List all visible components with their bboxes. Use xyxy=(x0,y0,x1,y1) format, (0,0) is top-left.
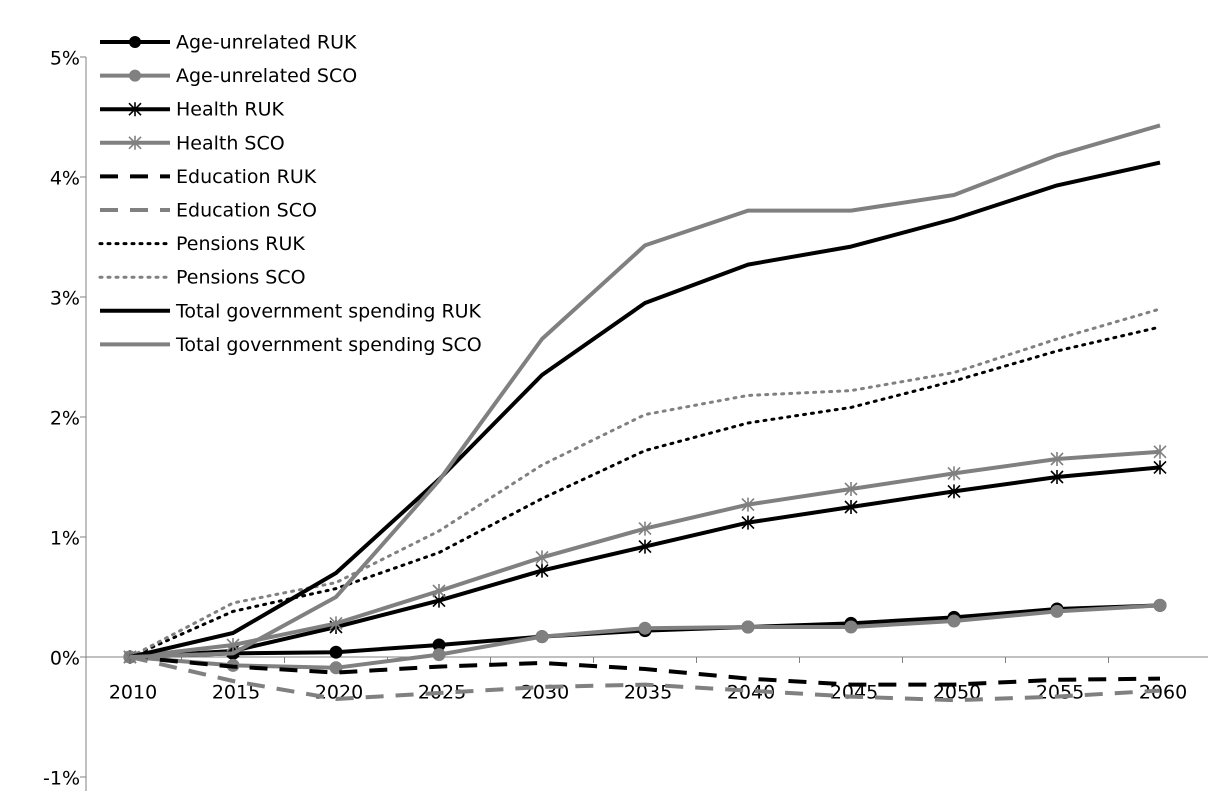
legend-marker xyxy=(128,102,142,117)
point xyxy=(329,616,343,631)
legend-label: Pensions RUK xyxy=(176,233,305,255)
legend-item: Health RUK xyxy=(100,99,285,121)
series xyxy=(129,123,1161,659)
point xyxy=(638,539,652,554)
series xyxy=(123,460,1167,664)
x-tick-label: 2040 xyxy=(727,682,775,704)
legend-item: Age-unrelated SCO xyxy=(100,65,357,87)
point xyxy=(947,484,961,499)
legend-label: Health RUK xyxy=(176,99,285,121)
y-tick-label: 5% xyxy=(50,48,80,70)
y-tick-label: 1% xyxy=(50,528,80,550)
legend-label: Health SCO xyxy=(176,132,285,154)
legend-label: Pensions SCO xyxy=(176,267,306,289)
point xyxy=(432,648,446,662)
point xyxy=(1050,470,1064,484)
point xyxy=(1050,452,1064,466)
series xyxy=(128,307,1162,659)
series xyxy=(129,655,1161,687)
point xyxy=(844,482,858,496)
series xyxy=(128,325,1162,659)
point xyxy=(329,645,343,659)
point xyxy=(844,500,858,514)
y-tick-label: 3% xyxy=(50,288,80,310)
x-tick-label: 2015 xyxy=(212,682,260,704)
legend-item: Education RUK xyxy=(100,166,317,188)
legend-item: Age-unrelated RUK xyxy=(100,32,357,54)
x-tick-label: 2010 xyxy=(109,682,157,704)
legend-label: Total government spending SCO xyxy=(175,334,482,356)
point xyxy=(535,630,549,644)
legend-label: Education SCO xyxy=(176,200,317,222)
point xyxy=(432,584,446,598)
line xyxy=(128,307,1162,659)
line xyxy=(129,123,1161,659)
point xyxy=(535,563,549,578)
point xyxy=(535,550,549,565)
point xyxy=(947,614,961,628)
point xyxy=(638,621,652,635)
y-tick-label: 2% xyxy=(50,408,80,430)
x-tick-label: 2035 xyxy=(624,682,672,704)
legend-label: Education RUK xyxy=(176,166,317,188)
legend-item: Pensions SCO xyxy=(98,267,306,289)
line xyxy=(129,160,1161,659)
legend-item: Total government spending RUK xyxy=(100,300,482,322)
legend-item: Education SCO xyxy=(100,200,317,222)
y-tick-label: 4% xyxy=(50,168,80,190)
point xyxy=(741,515,755,530)
point xyxy=(947,466,961,481)
legend-marker xyxy=(128,135,142,150)
line xyxy=(128,325,1162,659)
legend-item: Health SCO xyxy=(100,132,285,154)
y-tick-label: 0% xyxy=(50,648,80,670)
series xyxy=(129,160,1161,659)
legend-label: Total government spending RUK xyxy=(175,300,482,322)
series xyxy=(129,655,1161,703)
point xyxy=(1153,598,1167,612)
point xyxy=(844,620,858,634)
line xyxy=(129,655,1161,703)
legend-label: Age-unrelated RUK xyxy=(176,32,357,54)
line xyxy=(129,655,1161,687)
legend-marker xyxy=(129,36,141,48)
y-tick-label: -1% xyxy=(43,768,80,790)
point xyxy=(1050,604,1064,618)
point xyxy=(741,620,755,634)
legend-item: Pensions RUK xyxy=(98,233,305,255)
legend-label: Age-unrelated SCO xyxy=(176,65,357,87)
point xyxy=(1153,460,1167,475)
x-tick-label: 2060 xyxy=(1139,682,1187,704)
point xyxy=(329,661,343,675)
legend-marker xyxy=(129,69,141,82)
x-tick-label: 2045 xyxy=(830,682,878,704)
point xyxy=(638,521,652,536)
point xyxy=(1153,444,1167,459)
point xyxy=(741,497,755,512)
legend-item: Total government spending SCO xyxy=(100,334,482,356)
x-tick-label: 2055 xyxy=(1036,682,1084,704)
